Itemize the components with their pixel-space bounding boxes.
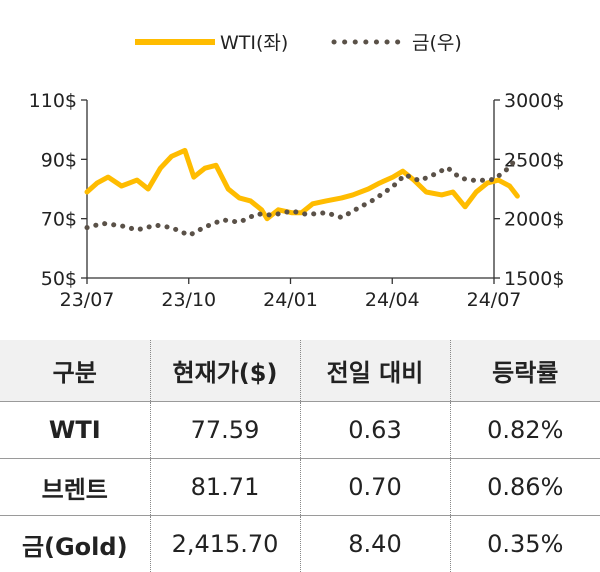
header-current-price: 현재가($) xyxy=(150,340,300,402)
right-tick-label: 2000$ xyxy=(504,209,564,231)
current-price: 2,415.70 xyxy=(150,516,300,572)
change: 0.63 xyxy=(300,402,450,459)
table-row-wti: WTI 77.59 0.63 0.82% xyxy=(0,402,600,459)
change: 8.40 xyxy=(300,516,450,572)
right-tick-label: 1500$ xyxy=(504,268,564,290)
current-price: 81.71 xyxy=(150,459,300,516)
legend: WTI(좌) 금(우) xyxy=(135,32,462,54)
change-rate: 0.35% xyxy=(450,516,600,572)
left-tick-label: 50$ xyxy=(41,268,77,290)
left-tick-label: 110$ xyxy=(29,90,77,112)
row-label: 브렌트 xyxy=(0,459,150,516)
x-tick-label: 23/10 xyxy=(161,289,216,311)
right-axis-ticks: 3000$ 2500$ 2000$ 1500$ xyxy=(494,90,564,290)
oil-gold-price-chart: WTI(좌) 금(우) 110$ 90$ 70$ 50$ 3000$ 2500$ 2000… xyxy=(0,0,600,335)
header-change: 전일 대비 xyxy=(300,340,450,402)
gold-price-line xyxy=(87,163,517,235)
wti-price-line xyxy=(87,150,517,218)
x-tick-label: 24/07 xyxy=(467,289,522,311)
legend-wti-label: WTI(좌) xyxy=(220,32,288,54)
table-header-row: 구분 현재가($) 전일 대비 등락률 xyxy=(0,340,600,402)
legend-gold-label: 금(우) xyxy=(412,32,462,54)
x-tick-label: 23/07 xyxy=(60,289,115,311)
current-price: 77.59 xyxy=(150,402,300,459)
row-label: 금(Gold) xyxy=(0,516,150,572)
price-summary-table: 구분 현재가($) 전일 대비 등락률 WTI 77.59 0.63 0.82%… xyxy=(0,340,600,572)
left-tick-label: 70$ xyxy=(41,209,77,231)
x-tick-label: 24/01 xyxy=(263,289,318,311)
left-tick-label: 90$ xyxy=(41,149,77,171)
row-label: WTI xyxy=(0,402,150,459)
right-tick-label: 3000$ xyxy=(504,90,564,112)
x-axis-ticks: 23/07 23/10 24/01 24/04 24/07 xyxy=(60,278,522,311)
right-tick-label: 2500$ xyxy=(504,149,564,171)
x-tick-label: 24/04 xyxy=(365,289,420,311)
series-layer xyxy=(87,150,517,235)
change-rate: 0.82% xyxy=(450,402,600,459)
table-row-brent: 브렌트 81.71 0.70 0.86% xyxy=(0,459,600,516)
left-axis-ticks: 110$ 90$ 70$ 50$ xyxy=(29,90,87,290)
header-category: 구분 xyxy=(0,340,150,402)
table-row-gold: 금(Gold) 2,415.70 8.40 0.35% xyxy=(0,516,600,572)
change-rate: 0.86% xyxy=(450,459,600,516)
change: 0.70 xyxy=(300,459,450,516)
header-change-rate: 등락률 xyxy=(450,340,600,402)
